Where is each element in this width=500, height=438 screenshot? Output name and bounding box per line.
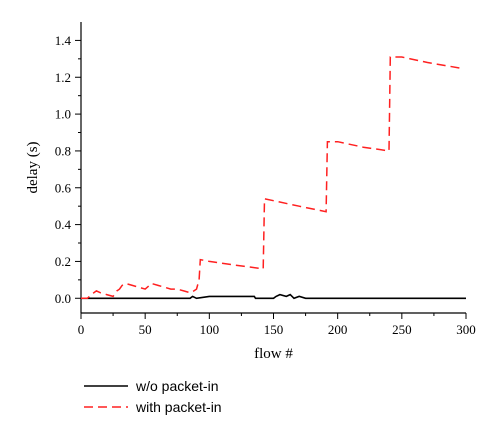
y-axis-title: delay (s) [25, 141, 41, 193]
legend-label: with packet-in [135, 399, 222, 415]
x-tick-label: 300 [456, 322, 476, 337]
y-tick-label: 0.6 [55, 180, 72, 195]
x-tick-label: 150 [264, 322, 284, 337]
y-tick-label: 1.4 [55, 33, 72, 48]
x-tick-label: 0 [78, 322, 85, 337]
x-axis-title: flow # [254, 346, 293, 362]
x-tick-label: 50 [139, 322, 152, 337]
series-line-with-packet-in [81, 56, 460, 300]
y-tick-label: 0.8 [55, 143, 71, 158]
y-tick-label: 1.0 [55, 107, 71, 122]
y-tick-label: 0.0 [55, 291, 71, 306]
legend-label: w/o packet-in [135, 378, 218, 394]
x-tick-label: 250 [392, 322, 412, 337]
x-tick-label: 100 [200, 322, 220, 337]
y-tick-label: 1.2 [55, 70, 71, 85]
y-tick-label: 0.2 [55, 254, 71, 269]
y-tick-label: 0.4 [55, 217, 72, 232]
x-tick-label: 200 [328, 322, 348, 337]
series-line-wo-packet-in [81, 293, 466, 300]
